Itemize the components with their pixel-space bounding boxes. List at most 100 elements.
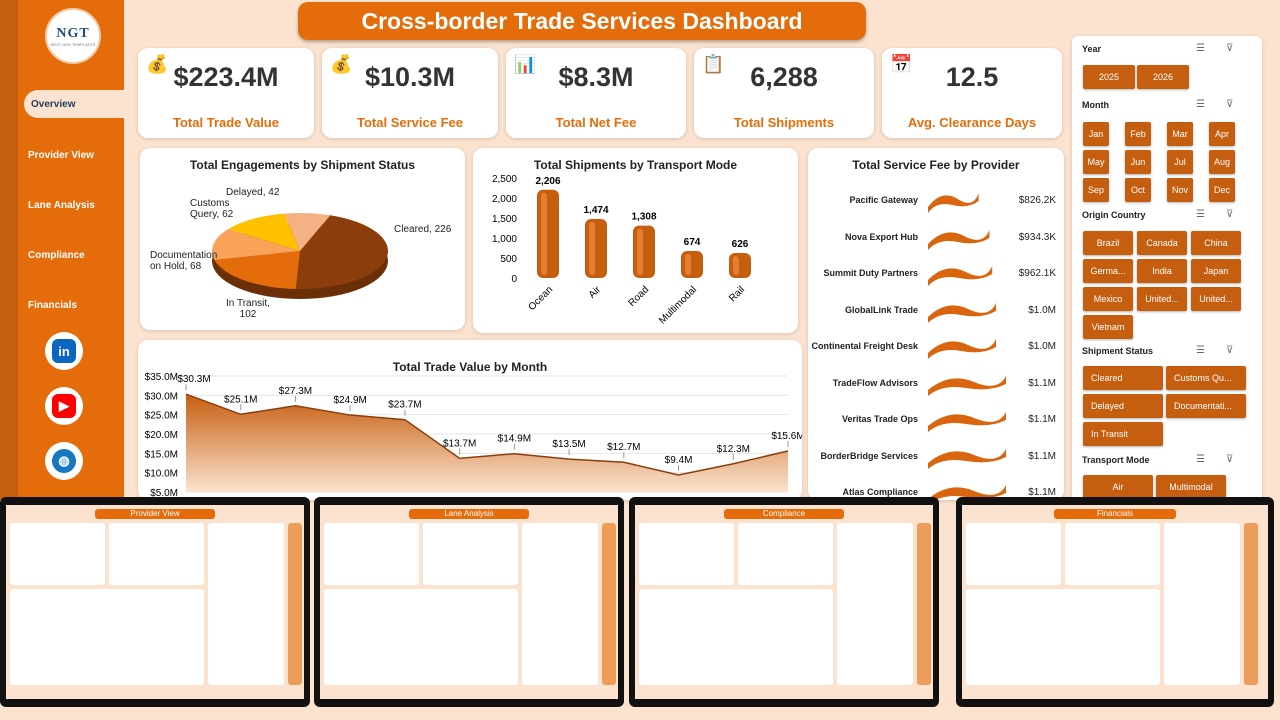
linkedin-icon: in <box>52 339 76 363</box>
bar-highlight <box>589 222 595 275</box>
slicer-item[interactable]: Jul <box>1167 150 1193 174</box>
slicer-item[interactable]: Feb <box>1125 122 1151 146</box>
data-label: $962.1K <box>1018 268 1056 279</box>
slicer-item[interactable]: Air <box>1083 475 1153 499</box>
mini-chart <box>109 523 204 585</box>
slicer-item[interactable]: Oct <box>1125 178 1151 202</box>
slicer-item[interactable]: In Transit <box>1083 422 1163 446</box>
data-label: $12.3M <box>717 444 750 455</box>
bar-highlight <box>685 254 691 275</box>
category-label: Air <box>587 284 604 301</box>
slicer-item[interactable]: Canada <box>1137 231 1187 255</box>
nav-item-lane-analysis[interactable]: Lane Analysis <box>28 200 95 211</box>
slicer-item[interactable]: India <box>1137 259 1187 283</box>
slicer-item[interactable]: Customs Qu... <box>1166 366 1246 390</box>
mini-chart <box>324 589 518 685</box>
thumbnail-title: Compliance <box>724 509 844 519</box>
nav-item-compliance[interactable]: Compliance <box>28 250 85 261</box>
tick-label: $10.0M <box>145 469 178 480</box>
mini-slicer <box>1244 523 1258 685</box>
mini-chart <box>639 589 833 685</box>
multi-select-icon[interactable]: ☰ <box>1196 99 1205 110</box>
website-button[interactable]: ◍ <box>45 442 83 480</box>
thumbnail-title: Provider View <box>95 509 215 519</box>
chart-title: Total Engagements by Shipment Status <box>189 158 416 172</box>
slicer-item[interactable]: Mexico <box>1083 287 1133 311</box>
slicer-item[interactable]: Jun <box>1125 150 1151 174</box>
chart-title: Total Trade Value by Month <box>392 360 548 374</box>
slicer-item[interactable]: Documentati... <box>1166 394 1246 418</box>
thumbnail-provider-view: Provider View <box>0 497 310 707</box>
slicer-item[interactable]: 2026 <box>1137 65 1189 89</box>
clear-filter-icon[interactable]: ⊽ <box>1226 454 1234 465</box>
slicer-item[interactable]: Aug <box>1209 150 1235 174</box>
slicer-item[interactable]: Nov <box>1167 178 1193 202</box>
multi-select-icon[interactable]: ☰ <box>1196 454 1205 465</box>
linkedin-button[interactable]: in <box>45 332 83 370</box>
data-label: 626 <box>732 239 749 250</box>
mini-chart <box>966 523 1061 585</box>
multi-select-icon[interactable]: ☰ <box>1196 43 1205 54</box>
data-label: 674 <box>684 237 701 248</box>
thumbnail-screen: Lane Analysis <box>320 505 618 699</box>
tick-label: $20.0M <box>145 430 178 441</box>
nav-item-provider-view[interactable]: Provider View <box>28 150 94 161</box>
area-svg: $35.0M $30.0M $25.0M $20.0M $15.0M $10.0M $5.0… <box>145 372 802 499</box>
slicer-item[interactable]: Vietnam <box>1083 315 1133 339</box>
nav-item-financials[interactable]: Financials <box>28 300 77 311</box>
bar-highlight <box>541 192 547 275</box>
slicer-item[interactable]: United... <box>1137 287 1187 311</box>
mini-slicer <box>288 523 302 685</box>
pie-slice <box>214 251 300 289</box>
flag-bar <box>928 266 993 286</box>
mini-chart <box>1065 523 1160 585</box>
slicer-item[interactable]: May <box>1083 150 1109 174</box>
bar <box>585 219 607 278</box>
mini-chart <box>639 523 734 585</box>
kpi-total-net-fee: 📊 $8.3M Total Net Fee <box>506 48 686 138</box>
chart-shipments-by-transport: Total Shipments by Transport Mode 2,500 2… <box>473 148 798 333</box>
slicer-item[interactable]: United... <box>1191 287 1241 311</box>
tick-label: 1,500 <box>492 214 517 225</box>
slicer-item[interactable]: Dec <box>1209 178 1235 202</box>
bar <box>537 189 559 278</box>
slicer-item[interactable]: Cleared <box>1083 366 1163 390</box>
youtube-button[interactable]: ▶ <box>45 387 83 425</box>
sidebar-edge <box>0 0 18 500</box>
mini-chart <box>738 523 833 585</box>
nav-item-overview[interactable]: Overview <box>24 90 124 118</box>
multi-select-icon[interactable]: ☰ <box>1196 209 1205 220</box>
provider-name: TradeFlow Advisors <box>832 377 918 388</box>
bar <box>729 252 751 278</box>
tick-label: 2,500 <box>492 174 517 185</box>
clear-filter-icon[interactable]: ⊽ <box>1226 209 1234 220</box>
slicer-item[interactable]: Multimodal <box>1156 475 1226 499</box>
slicer-item[interactable]: Japan <box>1191 259 1241 283</box>
slicer-item[interactable]: Sep <box>1083 178 1109 202</box>
slicer-item[interactable]: Delayed <box>1083 394 1163 418</box>
kpi-label: Avg. Clearance Days <box>907 115 1037 130</box>
bar-highlight <box>733 255 739 275</box>
multi-select-icon[interactable]: ☰ <box>1196 345 1205 356</box>
slicer-item[interactable]: Germa... <box>1083 259 1133 283</box>
clear-filter-icon[interactable]: ⊽ <box>1226 43 1234 54</box>
slicer-item[interactable]: Brazil <box>1083 231 1133 255</box>
data-label: $23.7M <box>388 400 421 411</box>
clear-filter-icon[interactable]: ⊽ <box>1226 99 1234 110</box>
kpi-value: $10.3M <box>364 62 456 92</box>
slicer-item[interactable]: Mar <box>1167 122 1193 146</box>
tick-label: 0 <box>511 274 517 285</box>
clear-filter-icon[interactable]: ⊽ <box>1226 345 1234 356</box>
slicer-item[interactable]: Apr <box>1209 122 1235 146</box>
mini-chart <box>1164 523 1240 685</box>
pie-slice <box>212 229 300 261</box>
kpi-label: Total Net Fee <box>555 115 637 130</box>
kpi-total-trade-value: 💰 $223.4M Total Trade Value <box>138 48 314 138</box>
slicer-item[interactable]: China <box>1191 231 1241 255</box>
data-label: $24.9M <box>334 395 367 406</box>
data-label: $934.3K <box>1018 231 1056 243</box>
thumbnail-lane-analysis: Lane Analysis <box>314 497 624 707</box>
slicer-item[interactable]: Jan <box>1083 122 1109 146</box>
slicer-item[interactable]: 2025 <box>1083 65 1135 89</box>
logo: NGT NEXT GEN TEMPLATES <box>45 8 101 64</box>
